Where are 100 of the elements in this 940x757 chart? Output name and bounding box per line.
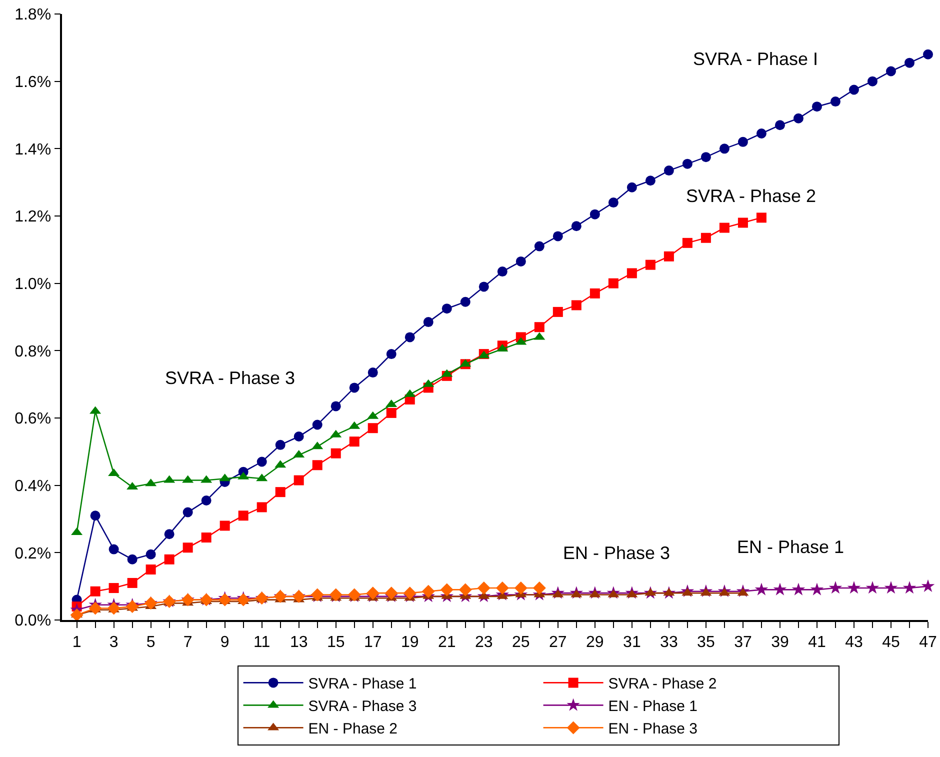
point [312, 460, 322, 470]
point [477, 582, 490, 595]
point [384, 586, 398, 600]
legend-label: EN - Phase 1 [608, 698, 698, 716]
x-tick-label: 5 [146, 634, 156, 651]
point [664, 251, 674, 262]
point [108, 583, 119, 594]
point [330, 448, 341, 458]
point [848, 84, 859, 95]
point [830, 96, 840, 107]
point [497, 266, 508, 277]
point [719, 222, 730, 233]
point [90, 586, 100, 596]
x-tick-label: 39 [771, 634, 789, 651]
point [127, 554, 138, 564]
point [738, 218, 748, 228]
point [828, 581, 842, 594]
point [590, 209, 600, 220]
point [904, 58, 914, 68]
point [164, 529, 174, 540]
x-tick-label: 3 [109, 634, 118, 651]
y-tick-label: 1.4% [14, 141, 52, 158]
point [867, 76, 878, 86]
point [201, 532, 212, 543]
point [201, 495, 212, 506]
point [884, 581, 898, 594]
point [664, 166, 674, 176]
point [460, 296, 470, 307]
point [458, 583, 472, 596]
point [423, 317, 434, 328]
point [847, 581, 861, 594]
point [126, 600, 139, 614]
point [107, 602, 120, 615]
point [422, 584, 435, 598]
point [534, 241, 544, 252]
point [88, 602, 102, 615]
point [532, 582, 546, 595]
point [386, 408, 396, 418]
point [182, 507, 193, 518]
point [368, 423, 378, 434]
point [256, 456, 267, 467]
point [756, 212, 766, 223]
point [590, 288, 600, 298]
point [626, 182, 637, 192]
point [700, 152, 711, 162]
x-tick-label: 23 [475, 634, 493, 651]
x-tick-label: 17 [364, 634, 382, 651]
point [923, 49, 933, 60]
x-tick-label: 47 [919, 634, 937, 651]
point [774, 120, 785, 130]
y-tick-label: 1.6% [14, 74, 52, 91]
x-tick-label: 7 [183, 634, 192, 651]
point [608, 198, 618, 208]
point [164, 554, 174, 564]
point [294, 475, 304, 486]
point [552, 231, 563, 242]
point [238, 510, 248, 521]
x-tick-label: 35 [697, 634, 715, 651]
x-tick-label: 11 [254, 634, 270, 651]
x-tick-label: 13 [290, 634, 308, 651]
x-tick-label: 1 [72, 634, 82, 651]
point [571, 300, 582, 310]
point [682, 238, 692, 248]
point [496, 582, 509, 595]
point [793, 113, 804, 124]
point [349, 382, 360, 393]
legend-label: EN - Phase 2 [308, 720, 398, 738]
x-tick-label: 31 [623, 634, 641, 651]
point [754, 582, 768, 596]
x-tick-label: 15 [326, 634, 345, 651]
point [146, 549, 156, 560]
point [700, 232, 711, 243]
point [514, 582, 528, 595]
point [756, 128, 766, 139]
point [516, 256, 526, 266]
annotation: EN - Phase 3 [563, 543, 670, 563]
x-tick-label: 29 [586, 634, 604, 651]
point [386, 349, 396, 360]
point [404, 332, 415, 342]
x-tick-label: 37 [734, 634, 752, 651]
point [275, 487, 286, 498]
point [366, 586, 380, 600]
point [90, 510, 100, 521]
x-tick-label: 21 [438, 634, 456, 651]
point [440, 583, 454, 596]
point [812, 102, 822, 112]
annotation: EN - Phase 1 [737, 537, 844, 557]
y-tick-label: 0.4% [14, 478, 52, 495]
y-tick-label: 0.8% [14, 343, 52, 360]
annotation: SVRA - Phase 3 [165, 368, 296, 388]
point [403, 586, 416, 600]
x-tick-label: 45 [882, 634, 900, 651]
point [182, 542, 193, 553]
point [719, 144, 730, 154]
point [552, 306, 563, 317]
point [738, 136, 748, 147]
y-tick-label: 0.6% [14, 410, 52, 428]
point [792, 582, 806, 596]
annotation: SVRA - Phase I [693, 49, 818, 69]
point [682, 158, 692, 169]
